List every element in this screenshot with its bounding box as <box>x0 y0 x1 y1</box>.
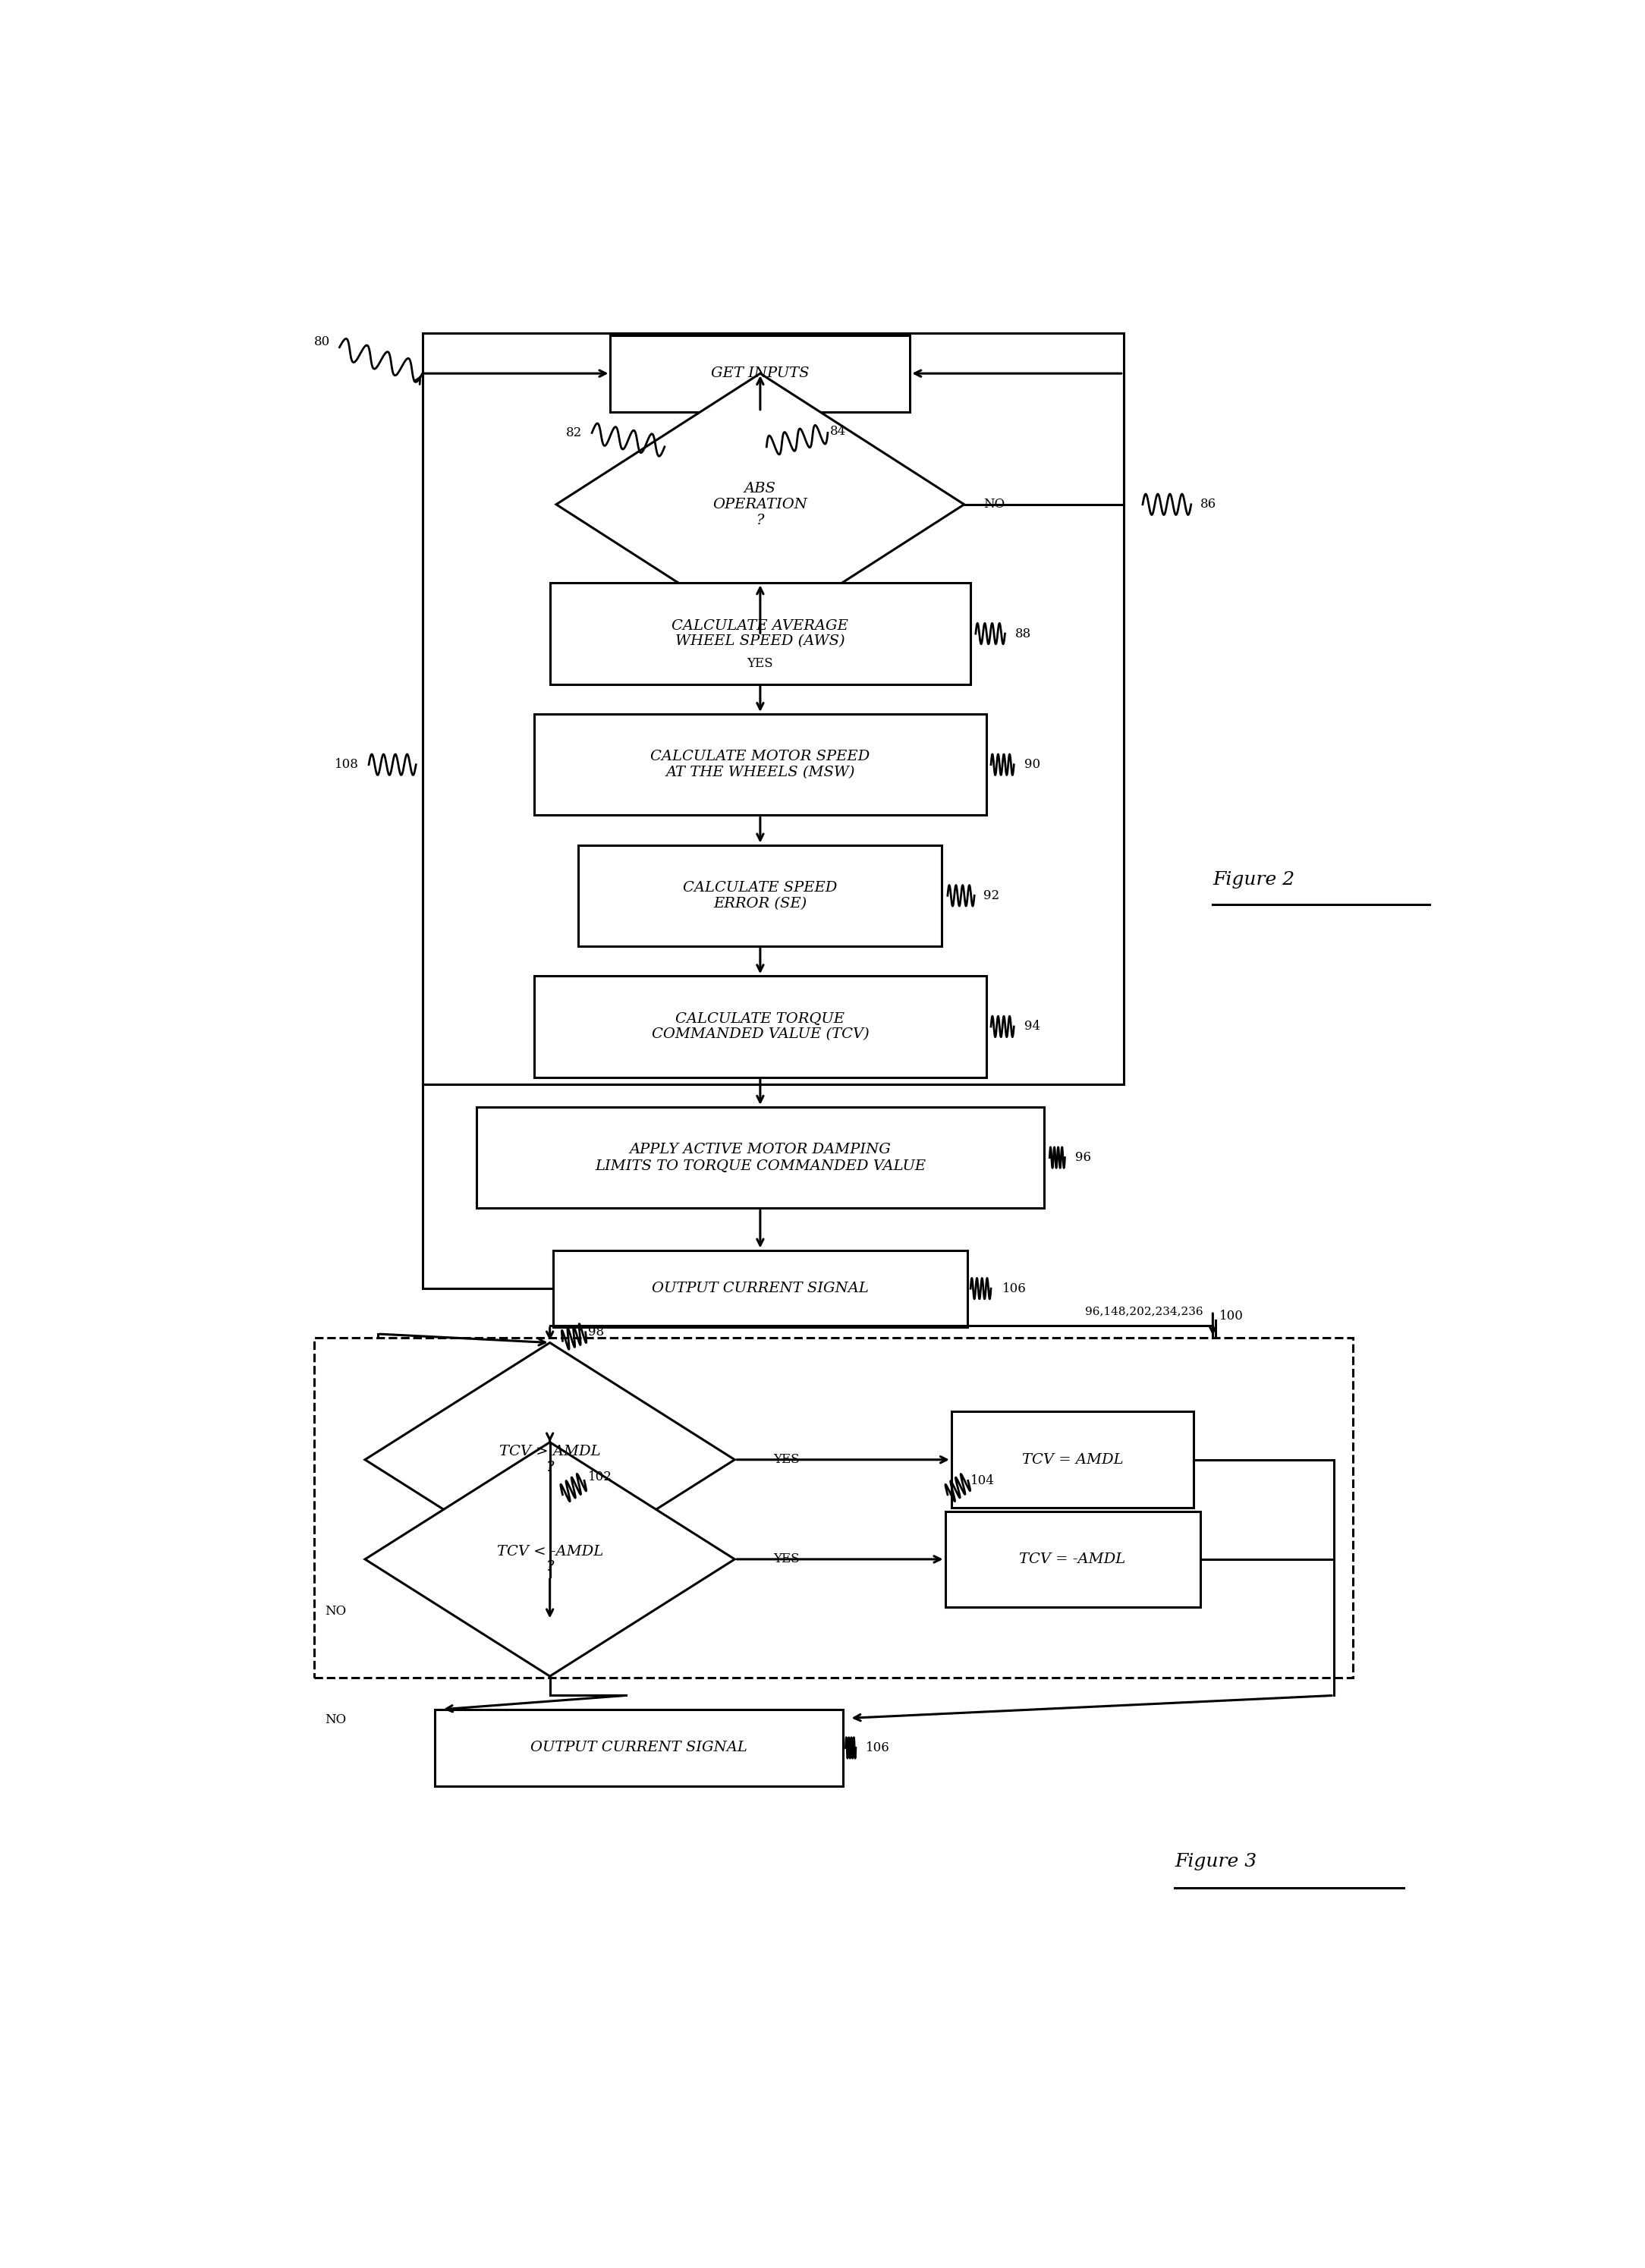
Text: 84: 84 <box>831 424 847 438</box>
Bar <box>610 336 910 413</box>
Text: OUTPUT CURRENT SIGNAL: OUTPUT CURRENT SIGNAL <box>651 1281 869 1295</box>
Text: CALCULATE AVERAGE
WHEEL SPEED (AWS): CALCULATE AVERAGE WHEEL SPEED (AWS) <box>671 619 849 649</box>
Text: CALCULATE MOTOR SPEED
AT THE WHEELS (MSW): CALCULATE MOTOR SPEED AT THE WHEELS (MSW… <box>650 751 870 780</box>
Text: GET INPUTS: GET INPUTS <box>711 367 809 381</box>
Text: TCV < -AMDL
?: TCV < -AMDL ? <box>497 1545 604 1574</box>
Text: 108: 108 <box>334 758 359 771</box>
Text: 92: 92 <box>984 889 999 903</box>
Polygon shape <box>365 1442 735 1676</box>
Text: 88: 88 <box>1015 628 1031 640</box>
Text: APPLY ACTIVE MOTOR DAMPING
LIMITS TO TORQUE COMMANDED VALUE: APPLY ACTIVE MOTOR DAMPING LIMITS TO TOR… <box>595 1143 926 1173</box>
Text: YES: YES <box>773 1554 799 1565</box>
Text: CALCULATE SPEED
ERROR (SE): CALCULATE SPEED ERROR (SE) <box>683 880 837 909</box>
Text: YES: YES <box>773 1454 799 1465</box>
Bar <box>477 1107 1045 1209</box>
Bar <box>553 1250 967 1327</box>
Text: 104: 104 <box>971 1474 995 1488</box>
Text: 96,148,202,234,236: 96,148,202,234,236 <box>1086 1306 1204 1315</box>
Bar <box>314 1338 1352 1678</box>
Text: TCV > AMDL
?: TCV > AMDL ? <box>498 1445 600 1474</box>
Text: OUTPUT CURRENT SIGNAL: OUTPUT CURRENT SIGNAL <box>531 1742 747 1755</box>
Bar <box>549 583 971 685</box>
Text: TCV = -AMDL: TCV = -AMDL <box>1020 1551 1125 1567</box>
Bar <box>951 1411 1194 1508</box>
Text: NO: NO <box>324 1712 345 1726</box>
Text: 106: 106 <box>865 1742 890 1753</box>
Text: ABS
OPERATION
?: ABS OPERATION ? <box>712 481 808 526</box>
Text: 86: 86 <box>1201 499 1216 510</box>
Text: Figure 2: Figure 2 <box>1212 871 1295 889</box>
Bar <box>535 714 987 814</box>
Bar <box>944 1510 1201 1608</box>
Bar <box>535 975 987 1077</box>
Polygon shape <box>556 374 964 635</box>
Text: 106: 106 <box>1002 1281 1026 1295</box>
Text: 80: 80 <box>314 336 331 349</box>
Bar <box>579 846 943 946</box>
Bar <box>434 1710 842 1787</box>
Text: TCV = AMDL: TCV = AMDL <box>1022 1454 1124 1467</box>
Text: Figure 3: Figure 3 <box>1175 1853 1257 1871</box>
Bar <box>423 333 1124 1084</box>
Text: NO: NO <box>324 1606 345 1617</box>
Text: 100: 100 <box>1219 1311 1244 1322</box>
Text: 98: 98 <box>589 1327 604 1338</box>
Text: NO: NO <box>984 499 1005 510</box>
Polygon shape <box>365 1343 735 1576</box>
Text: 90: 90 <box>1025 758 1040 771</box>
Text: CALCULATE TORQUE
COMMANDED VALUE (TCV): CALCULATE TORQUE COMMANDED VALUE (TCV) <box>651 1012 869 1041</box>
Text: 102: 102 <box>589 1470 612 1483</box>
Text: 82: 82 <box>566 426 582 440</box>
Text: 94: 94 <box>1025 1021 1040 1032</box>
Text: YES: YES <box>747 658 773 669</box>
Text: 96: 96 <box>1076 1152 1091 1163</box>
